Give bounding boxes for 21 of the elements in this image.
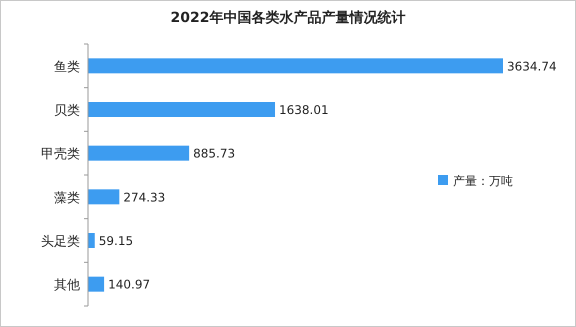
y-tick-label: 贝类 bbox=[54, 104, 80, 118]
data-label: 59.15 bbox=[98, 234, 134, 248]
data-label: 140.97 bbox=[108, 278, 150, 292]
data-label: 885.73 bbox=[193, 146, 236, 161]
bar bbox=[88, 189, 120, 204]
data-label: 3634.74 bbox=[507, 59, 557, 74]
bar bbox=[88, 102, 276, 117]
y-tick-label: 其他 bbox=[54, 278, 80, 294]
data-label: 274.33 bbox=[123, 190, 166, 204]
chart-title: 2022年中国各类水产品产量情况统计 bbox=[170, 9, 406, 26]
y-tick-label: 甲壳类 bbox=[41, 147, 80, 162]
data-label: 1638.01 bbox=[279, 103, 329, 117]
y-tick-label: 头足类 bbox=[41, 234, 80, 250]
bar bbox=[88, 276, 104, 292]
bar bbox=[88, 58, 503, 74]
legend-label: 产量：万吨 bbox=[453, 174, 513, 188]
y-tick-label: 藻类 bbox=[54, 190, 80, 206]
legend: 产量：万吨 bbox=[438, 174, 513, 188]
y-tick-label: 鱼类 bbox=[54, 60, 80, 75]
bar bbox=[88, 146, 190, 161]
bar bbox=[88, 233, 95, 248]
